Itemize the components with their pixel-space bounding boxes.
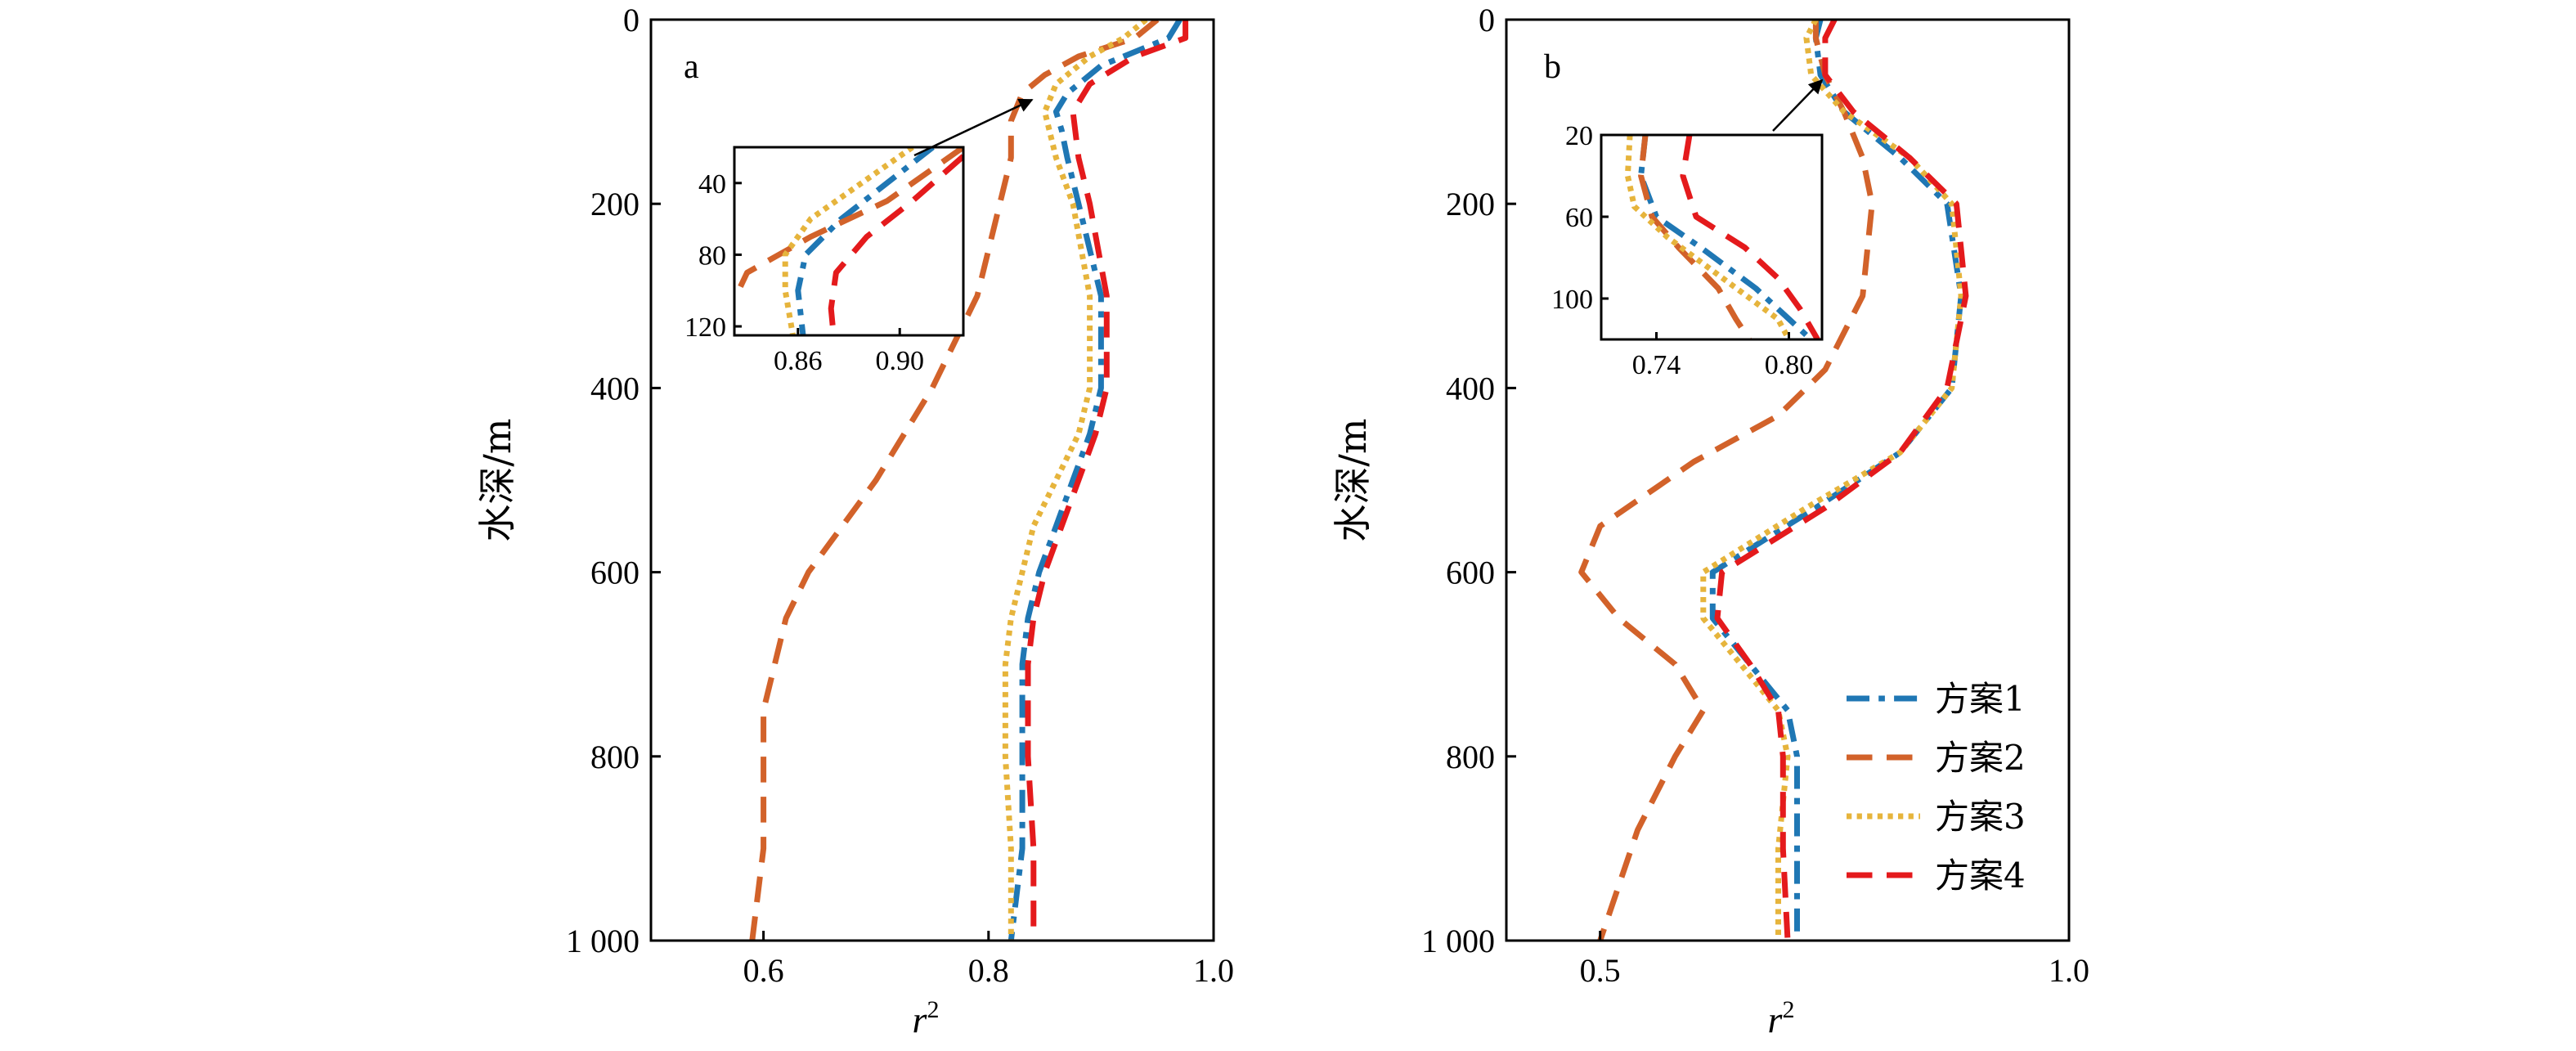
inset-arrow (1772, 79, 1824, 132)
series-group (1578, 20, 1969, 941)
inset-series-group (734, 147, 963, 335)
panel-label: a (684, 48, 699, 86)
x-tick-label: 0.8 (968, 952, 1009, 989)
inset-x-tick-label: 0.86 (774, 346, 823, 376)
inset-arrow (913, 98, 1034, 157)
x-axis-label-sup: 2 (927, 996, 939, 1023)
inset-series-line-1 (1638, 135, 1813, 339)
chart-panel-b: 0.5 1.0 0 200 400 600 800 1 000 水深/m r2 b 0.74 0.80 2… (1331, 2, 2089, 1040)
series-line-4 (1025, 20, 1189, 941)
legend: 方案1 方案2 方案3 方案4 (1847, 679, 2026, 896)
series-line-4 (1714, 20, 1969, 941)
y-tick-label: 400 (1446, 370, 1495, 406)
legend-entry-4: 方案4 (1935, 856, 2026, 896)
inset-series-line-2 (734, 147, 963, 301)
inset-frame (733, 146, 965, 337)
y-tick-label: 800 (590, 739, 640, 775)
x-axis-label: r2 (1768, 996, 1795, 1040)
x-axis-label-base: r (913, 999, 928, 1040)
legend-entry-2: 方案2 (1935, 738, 2026, 778)
inset-y-tick-label: 60 (1565, 203, 1593, 233)
inset-x-tick-label: 0.80 (1765, 350, 1814, 380)
inset-y-tick-label: 20 (1565, 121, 1593, 151)
y-tick-label: 0 (1479, 2, 1495, 38)
series-line-2 (749, 20, 1160, 941)
y-tick-label: 800 (1446, 739, 1495, 775)
inset-y-tick-label: 80 (698, 240, 726, 271)
y-axis-label: 水深/m (1331, 418, 1375, 541)
y-tick-label: 400 (590, 370, 640, 406)
y-tick-label: 200 (590, 186, 640, 222)
inset-x-tick-label: 0.90 (875, 346, 924, 376)
series-line-2 (1578, 20, 1875, 941)
y-tick-label: 1 000 (1421, 923, 1495, 959)
inset-b: 0.74 0.80 20 60 100 (1551, 121, 1824, 380)
x-axis-label: r2 (913, 996, 940, 1040)
inset-y-tick-label: 40 (698, 169, 726, 200)
x-tick-label: 1.0 (1193, 952, 1234, 989)
y-tick-label: 0 (623, 2, 640, 38)
x-axis-label-sup: 2 (1782, 996, 1794, 1023)
x-tick-label: 0.6 (743, 952, 784, 989)
series-line-1 (1008, 20, 1183, 941)
inset-y-tick-label: 100 (1551, 285, 1593, 315)
inset-y-tick-label: 120 (684, 312, 726, 343)
legend-entry-1: 方案1 (1935, 679, 2026, 719)
plot-frame (1505, 18, 2071, 942)
y-tick-label: 200 (1446, 186, 1495, 222)
y-tick-label: 600 (590, 555, 640, 591)
inset-series-line-2 (1638, 135, 1752, 339)
inset-series-line-3 (782, 147, 914, 335)
inset-background (734, 147, 963, 335)
y-axis-label: 水深/m (475, 418, 519, 541)
inset-series-line-3 (1624, 135, 1792, 339)
series-group (749, 20, 1189, 941)
inset-background (1601, 135, 1822, 339)
inset-series-line-4 (828, 154, 963, 335)
panel-label: b (1544, 48, 1561, 86)
y-tick-label: 1 000 (566, 923, 640, 959)
x-tick-label: 1.0 (2049, 952, 2089, 989)
inset-series-group (1624, 135, 1820, 339)
inset-a: 0.86 0.90 40 80 120 (684, 146, 965, 376)
x-axis-label-base: r (1768, 999, 1784, 1040)
inset-frame (1600, 133, 1824, 341)
y-tick-label: 600 (1446, 555, 1495, 591)
inset-series-line-1 (795, 147, 935, 335)
plot-frame (649, 18, 1215, 942)
legend-entry-3: 方案3 (1935, 797, 2026, 837)
inset-series-line-4 (1680, 135, 1820, 339)
inset-x-tick-label: 0.74 (1632, 350, 1681, 380)
series-line-3 (1002, 20, 1148, 941)
x-tick-label: 0.5 (1580, 952, 1621, 989)
